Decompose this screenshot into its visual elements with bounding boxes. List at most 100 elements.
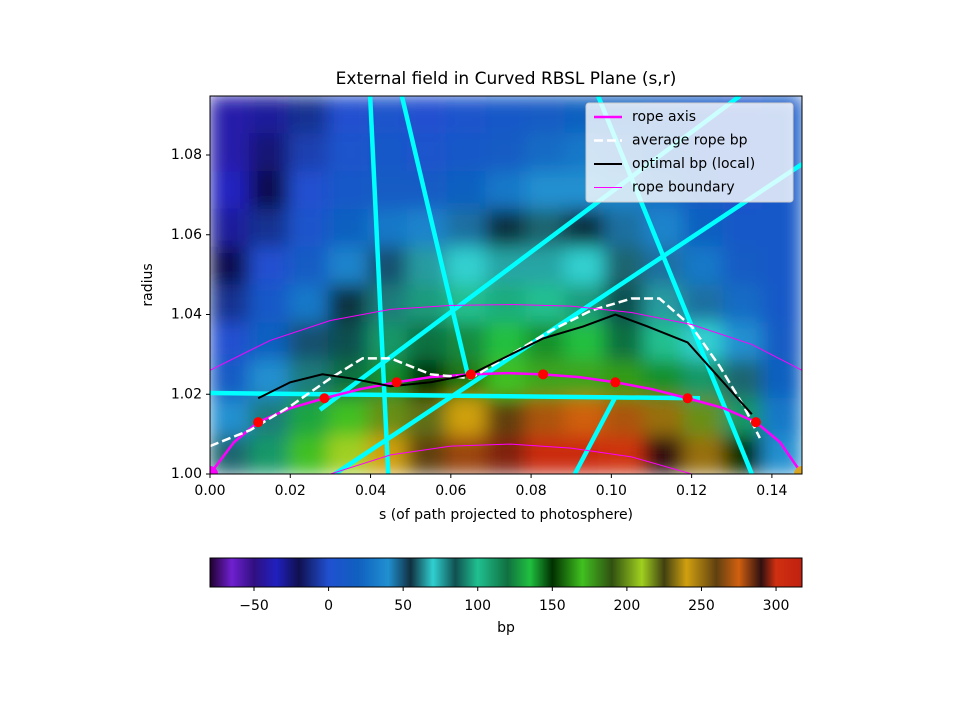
heatmap-cell bbox=[288, 96, 329, 135]
colorbar-tick-label: −50 bbox=[239, 598, 269, 614]
legend-label: optimal bp (local) bbox=[632, 156, 755, 172]
heatmap-cell bbox=[643, 322, 685, 362]
heatmap-cell bbox=[210, 284, 250, 324]
heatmap-cell bbox=[564, 208, 606, 248]
heatmap-cell bbox=[525, 284, 566, 324]
colorbar-tick-label: 250 bbox=[688, 598, 715, 614]
x-tick-label: 0.08 bbox=[515, 483, 546, 499]
heatmap-cell bbox=[327, 171, 369, 210]
heatmap-cell bbox=[288, 171, 329, 210]
legend-label: rope boundary bbox=[632, 180, 735, 196]
heatmap-cell bbox=[446, 96, 487, 135]
heatmap-cell bbox=[367, 322, 408, 362]
heatmap-cell bbox=[248, 246, 290, 286]
heatmap-cell bbox=[485, 171, 527, 210]
heatmap-cell bbox=[485, 284, 527, 324]
heatmap-cell bbox=[604, 208, 645, 248]
heatmap-cell bbox=[288, 208, 329, 248]
heatmap-cell bbox=[210, 435, 250, 474]
chart-title: External field in Curved RBSL Plane (s,r… bbox=[336, 69, 677, 89]
heatmap-cell bbox=[564, 322, 606, 362]
colorbar-tick-label: 150 bbox=[539, 598, 566, 614]
heatmap-cell bbox=[327, 133, 369, 173]
colorbar-tick-label: 300 bbox=[763, 598, 790, 614]
heatmap-cell bbox=[722, 360, 764, 399]
x-tick-label: 0.14 bbox=[756, 483, 787, 499]
heatmap-cell bbox=[248, 133, 290, 173]
field-line bbox=[210, 390, 701, 401]
heatmap-cell bbox=[525, 397, 566, 437]
heatmap-cell bbox=[722, 208, 764, 248]
heatmap-cell bbox=[762, 208, 802, 248]
heatmap-cell bbox=[643, 397, 685, 437]
heatmap-cell bbox=[604, 360, 645, 399]
heatmap-cell bbox=[446, 246, 487, 286]
colorbar-label: bp bbox=[497, 620, 515, 636]
heatmap-cell bbox=[485, 435, 527, 474]
y-tick-label: 1.04 bbox=[171, 307, 202, 323]
heatmap-cell bbox=[722, 284, 764, 324]
heatmap-cell bbox=[327, 397, 369, 437]
y-tick-label: 1.08 bbox=[171, 147, 202, 163]
heatmap-cell bbox=[564, 246, 606, 286]
heatmap-cell bbox=[762, 284, 802, 324]
point bbox=[682, 393, 693, 404]
series-line bbox=[210, 297, 761, 448]
heatmap-cell bbox=[762, 435, 802, 474]
heatmap-cell bbox=[406, 96, 448, 135]
heatmap-cell bbox=[327, 208, 369, 248]
endpoint bbox=[794, 466, 802, 474]
heatmap-cell bbox=[210, 397, 250, 437]
heatmap-cell bbox=[762, 322, 802, 362]
heatmap-cell bbox=[327, 246, 369, 286]
legend-label: average rope bp bbox=[632, 133, 748, 149]
heatmap-cell bbox=[248, 435, 290, 474]
x-tick-label: 0.00 bbox=[194, 483, 225, 499]
series-line bbox=[257, 313, 753, 415]
heatmap-cell bbox=[248, 322, 290, 362]
plot-frame bbox=[209, 95, 803, 475]
heatmap-cell bbox=[367, 284, 408, 324]
heatmap-cell bbox=[643, 435, 685, 474]
heatmap-cell bbox=[210, 246, 250, 286]
heatmap-cell bbox=[683, 435, 724, 474]
heatmap-cell bbox=[210, 322, 250, 362]
field-line bbox=[572, 396, 617, 474]
x-tick-label: 0.06 bbox=[435, 483, 466, 499]
y-tick-label: 1.02 bbox=[171, 386, 202, 402]
y-tick-label: 1.00 bbox=[171, 466, 202, 482]
heatmap-cell bbox=[248, 208, 290, 248]
x-tick-label: 0.10 bbox=[596, 483, 627, 499]
heatmap-cell bbox=[485, 322, 527, 362]
heatmap-cell bbox=[288, 435, 329, 474]
heatmap-cell bbox=[367, 208, 408, 248]
point bbox=[391, 377, 402, 388]
heatmap-cell bbox=[446, 397, 487, 437]
heatmap-cell bbox=[406, 284, 448, 324]
heatmap-cell bbox=[683, 397, 724, 437]
heatmap-cell bbox=[248, 96, 290, 135]
heatmap-cell bbox=[525, 360, 566, 399]
heatmap-cell bbox=[525, 96, 566, 135]
y-axis-label: radius bbox=[140, 263, 156, 306]
field-line bbox=[333, 162, 802, 474]
point bbox=[253, 417, 264, 428]
x-axis-label: s (of path projected to photosphere) bbox=[379, 507, 633, 523]
heatmap-cell bbox=[288, 133, 329, 173]
heatmap-cell bbox=[327, 96, 369, 135]
heatmap-cell bbox=[288, 246, 329, 286]
heatmap-cell bbox=[762, 360, 802, 399]
heatmap-cell bbox=[406, 208, 448, 248]
legend-box bbox=[585, 102, 794, 203]
heatmap-cell bbox=[446, 171, 487, 210]
heatmap-cell bbox=[210, 171, 250, 210]
heatmap-cell bbox=[762, 397, 802, 437]
colorbar bbox=[209, 557, 803, 588]
heatmap-cell bbox=[288, 322, 329, 362]
heatmap-cell bbox=[604, 246, 645, 286]
heatmap-cell bbox=[210, 208, 250, 248]
heatmap-cell bbox=[446, 322, 487, 362]
heatmap-cell bbox=[683, 246, 724, 286]
heatmap-cell bbox=[288, 397, 329, 437]
heatmap-cell bbox=[446, 133, 487, 173]
